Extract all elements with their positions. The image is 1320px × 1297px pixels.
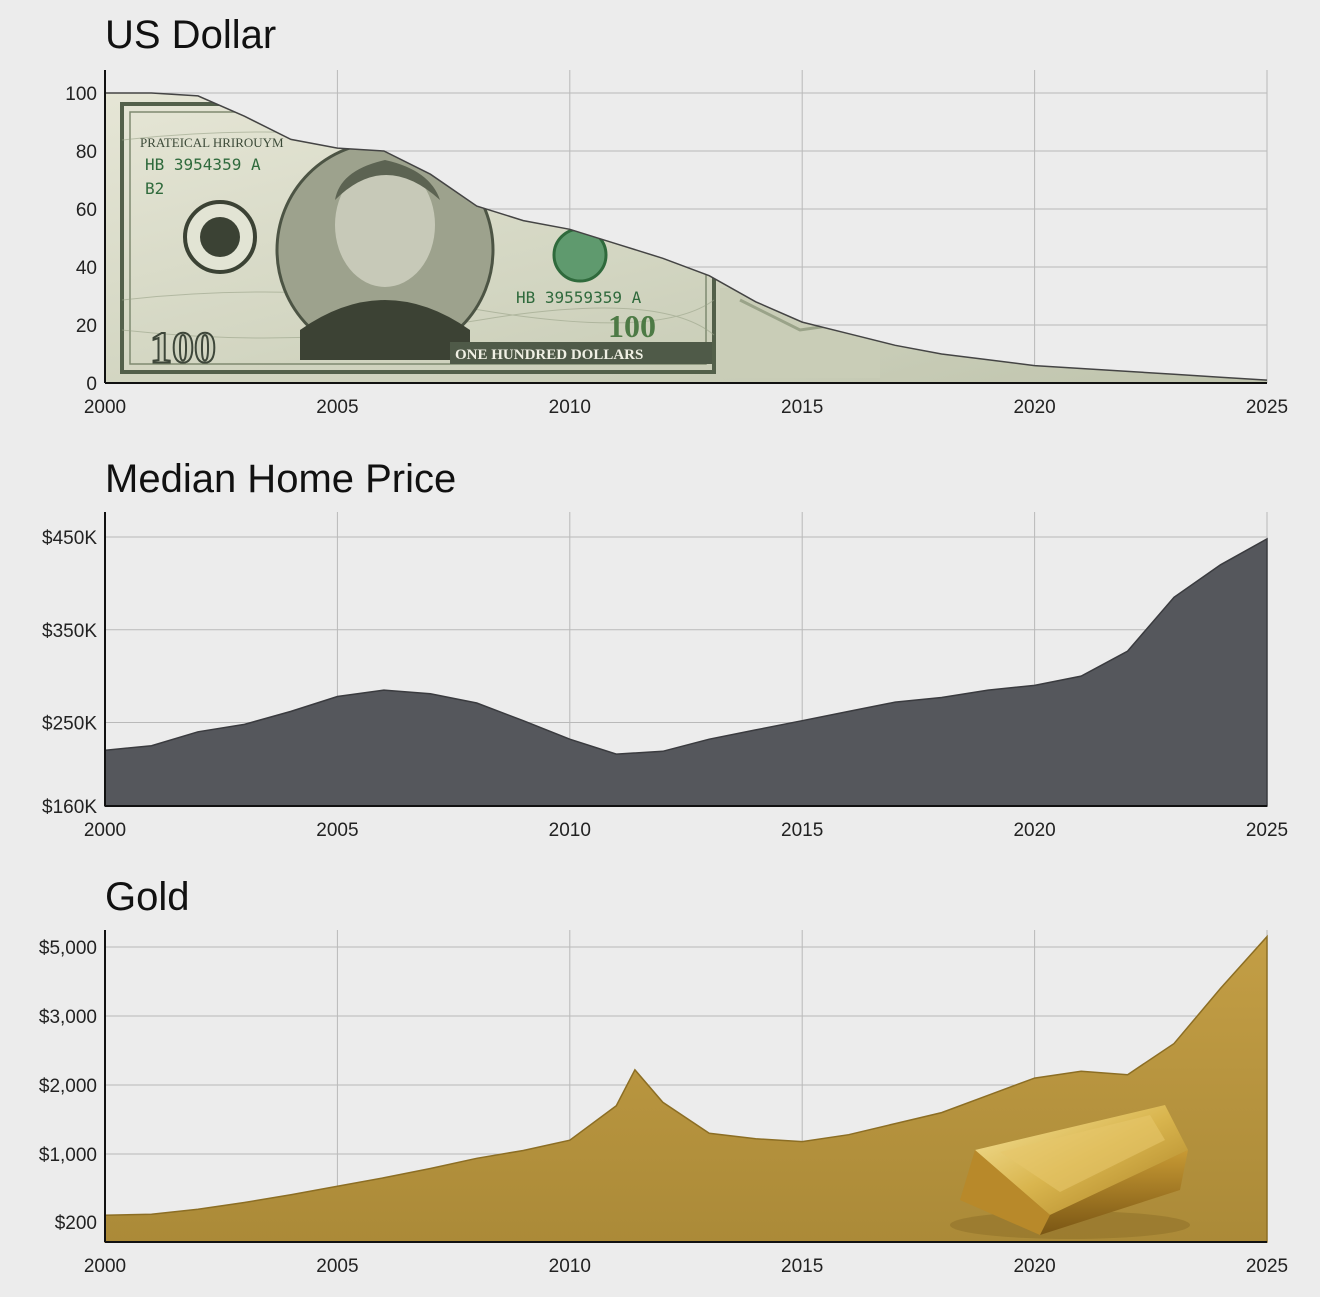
y-tick-label: $350K bbox=[42, 621, 97, 642]
x-tick-label: 2025 bbox=[1246, 1256, 1288, 1277]
home-price-title: Median Home Price bbox=[105, 457, 456, 501]
y-tick-label: $3,000 bbox=[39, 1007, 97, 1028]
x-tick-label: 2000 bbox=[84, 820, 126, 841]
x-tick-label: 2000 bbox=[84, 397, 126, 418]
y-tick-label: 100 bbox=[65, 84, 97, 105]
y-tick-label: 20 bbox=[76, 316, 97, 337]
y-tick-label: $5,000 bbox=[39, 938, 97, 959]
home-price-chart: Median Home Price 2000 2005 2010 2015 2020 20… bbox=[42, 457, 1288, 841]
gold-bar-icon bbox=[950, 1105, 1190, 1239]
x-tick-label: 2015 bbox=[781, 397, 823, 418]
home-price-ticks: 2000 2005 2010 2015 2020 2025 $160K $250K $350K $… bbox=[42, 528, 1288, 841]
gold-title: Gold bbox=[105, 875, 190, 919]
y-tick-label: 0 bbox=[86, 374, 97, 395]
x-tick-label: 2015 bbox=[781, 820, 823, 841]
y-tick-label: $160K bbox=[42, 797, 97, 818]
gold-ticks: 2000 2005 2010 2015 2020 2025 $200 $1,000 $2,000… bbox=[39, 938, 1288, 1277]
note-serial-right: HB 39559359 A bbox=[516, 288, 642, 307]
x-tick-label: 2005 bbox=[316, 820, 358, 841]
y-tick-label: 40 bbox=[76, 258, 97, 279]
banknote-text: PRATEICAL HRIROUYM HB 3954359 A B2 HB 39… bbox=[140, 135, 656, 373]
x-tick-label: 2020 bbox=[1013, 820, 1055, 841]
x-tick-label: 2010 bbox=[549, 1256, 591, 1277]
x-tick-label: 2010 bbox=[549, 397, 591, 418]
x-tick-label: 2025 bbox=[1246, 397, 1288, 418]
x-tick-label: 2005 bbox=[316, 397, 358, 418]
note-top-line: PRATEICAL HRIROUYM bbox=[140, 135, 284, 150]
us-dollar-chart: US Dollar bbox=[65, 13, 1288, 418]
y-tick-label: $2,000 bbox=[39, 1076, 97, 1097]
y-tick-label: 60 bbox=[76, 200, 97, 221]
banknote-area-fill bbox=[105, 93, 1267, 383]
gold-chart: Gold 2000 2005 2010 2015 2020 2025 $200 $1,000 $… bbox=[39, 875, 1288, 1277]
y-tick-label: $450K bbox=[42, 528, 97, 549]
x-tick-label: 2025 bbox=[1246, 820, 1288, 841]
home-price-area bbox=[104, 537, 1268, 807]
x-tick-label: 2020 bbox=[1013, 1256, 1055, 1277]
x-tick-label: 2015 bbox=[781, 1256, 823, 1277]
us-dollar-outline bbox=[105, 92, 1268, 381]
note-serial-left: HB 3954359 A bbox=[145, 155, 261, 174]
y-tick-label: 80 bbox=[76, 142, 97, 163]
us-dollar-title: US Dollar bbox=[105, 13, 276, 57]
x-tick-label: 2000 bbox=[84, 1256, 126, 1277]
x-tick-label: 2020 bbox=[1013, 397, 1055, 418]
x-tick-label: 2005 bbox=[316, 1256, 358, 1277]
note-denomination-right: 100 bbox=[608, 308, 656, 344]
note-code: B2 bbox=[145, 179, 164, 198]
us-dollar-ticks: 2000 2005 2010 2015 2020 2025 0 20 40 60 80 100 bbox=[65, 84, 1288, 418]
note-denomination-left: 100 bbox=[150, 323, 216, 372]
y-tick-label: $250K bbox=[42, 714, 97, 735]
y-tick-label: $200 bbox=[55, 1213, 97, 1234]
y-tick-label: $1,000 bbox=[39, 1145, 97, 1166]
note-banner: ONE HUNDRED DOLLARS bbox=[455, 347, 643, 363]
x-tick-label: 2010 bbox=[549, 820, 591, 841]
